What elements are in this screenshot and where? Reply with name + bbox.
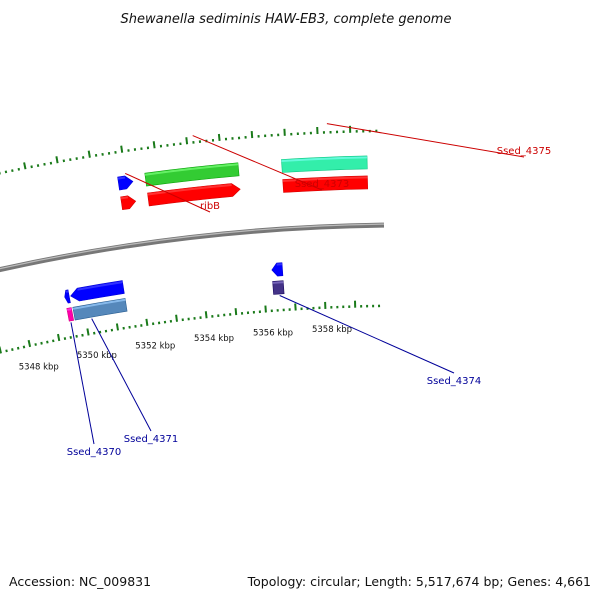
Ssed_4373-gene-highlight xyxy=(144,163,239,176)
Ssed_4373-gene xyxy=(144,162,240,187)
Ssed_4373-cds xyxy=(147,183,241,207)
outer-tick xyxy=(87,150,91,158)
Ssed_4375-gene-highlight xyxy=(281,156,368,162)
scale-label: 5348 kbp xyxy=(19,363,59,373)
inner-tick xyxy=(57,333,61,342)
inner-tick xyxy=(175,314,178,322)
inner-tick xyxy=(75,334,78,338)
Ssed_4375-gene xyxy=(281,155,368,173)
Ssed_4371-gene xyxy=(70,280,125,302)
inner-tick xyxy=(11,348,14,351)
gene-label: Ssed_4370 xyxy=(67,447,122,458)
scale-label: 5354 kbp xyxy=(194,334,234,344)
inner-tick xyxy=(16,346,20,350)
Ssed_4374-cds-shape xyxy=(272,280,285,295)
leader-line xyxy=(279,295,455,374)
outer-tick xyxy=(250,131,254,139)
outer-tick xyxy=(49,161,53,165)
Ssed_4371-cds-highlight xyxy=(72,298,126,310)
inner-tick xyxy=(27,339,32,348)
scale-labels: 5348 kbp 5350 kbp 5352 kbp 5354 kbp 5356 kbp… xyxy=(19,325,352,373)
inner-tick xyxy=(86,328,90,336)
leader-line xyxy=(70,322,95,445)
inner-tick xyxy=(115,323,119,331)
outer-tick xyxy=(120,145,124,153)
Ssed_4370-gene-shape xyxy=(64,289,71,304)
Ssed_4370-cds-shape xyxy=(66,307,75,322)
ribB-cds xyxy=(120,195,137,211)
leader-line xyxy=(192,135,323,191)
gene-labels: ribB Ssed_4373 Ssed_4375 Ssed_4370Ssed_4371… xyxy=(67,123,552,458)
outer-tick xyxy=(152,141,156,149)
outer-tick xyxy=(36,164,40,167)
inner-tick xyxy=(69,336,72,339)
outer-tick xyxy=(11,169,14,173)
scale-label: 5350 kbp xyxy=(77,351,117,361)
inner-tick xyxy=(5,349,8,353)
Ssed_4370-cds-highlight xyxy=(66,308,72,311)
outer-tick xyxy=(185,137,189,145)
Ssed_4375-cds-highlight xyxy=(282,176,368,182)
backbone xyxy=(0,222,385,273)
inner-tick xyxy=(93,331,96,335)
Ssed_4371-gene-highlight xyxy=(77,281,123,291)
Ssed_4371-cds xyxy=(72,298,128,321)
ribB-cds-shape xyxy=(120,195,137,211)
inner-tick xyxy=(52,339,55,343)
ribB-cds-highlight xyxy=(120,196,129,200)
backbone-highlight xyxy=(0,223,385,270)
Ssed_4371-gene-shape xyxy=(70,280,125,302)
ribB-gene-shape xyxy=(117,175,134,191)
outer-tick xyxy=(23,162,27,170)
scale-label: 5352 kbp xyxy=(135,342,175,352)
inner-tick xyxy=(0,346,2,354)
Ssed_4374-gene xyxy=(271,262,284,277)
outer-tick xyxy=(217,133,221,142)
outer-tick xyxy=(55,156,59,164)
ribB-gene-highlight xyxy=(117,176,126,180)
Ssed_4373-cds-highlight xyxy=(147,184,232,196)
inner-tick xyxy=(22,345,26,349)
gene-label: Ssed_4371 xyxy=(124,434,179,445)
inner-tick xyxy=(294,303,297,311)
inner-tick xyxy=(63,337,67,340)
inner-tick xyxy=(40,341,43,345)
backbone-line xyxy=(0,222,385,273)
inner-tick xyxy=(204,311,208,319)
gene-label: Ssed_4374 xyxy=(427,376,482,387)
Ssed_4370-cds xyxy=(66,307,75,322)
leader-line xyxy=(124,172,211,213)
gene-label: Ssed_4373 xyxy=(295,179,350,190)
leader-line xyxy=(326,123,525,158)
outer-tick xyxy=(30,165,33,169)
inner-tick xyxy=(234,308,238,316)
outer-tick xyxy=(62,159,66,163)
outer-tick xyxy=(4,170,8,174)
inner-tick xyxy=(145,318,149,326)
Ssed_4370-gene xyxy=(64,289,71,304)
Ssed_4373-cds-shape xyxy=(147,183,241,207)
inner-tick xyxy=(46,340,49,344)
tick-marks xyxy=(0,125,381,354)
scale-label: 5356 kbp xyxy=(253,329,293,339)
gene-label: Ssed_4375 xyxy=(497,146,552,157)
ribB-gene xyxy=(117,175,134,191)
Ssed_4375-cds xyxy=(282,175,369,193)
Ssed_4373-gene-shape xyxy=(144,162,240,187)
inner-tick xyxy=(34,343,37,346)
scale-label: 5358 kbp xyxy=(312,325,352,335)
accession-text: Accession: NC_009831 xyxy=(9,574,151,589)
inner-tick xyxy=(264,305,267,313)
gene-label: ribB xyxy=(200,201,220,212)
Ssed_4374-cds xyxy=(272,280,285,295)
leader-line xyxy=(91,318,152,432)
Ssed_4374-cds-highlight xyxy=(272,281,284,284)
Ssed_4371-cds-shape xyxy=(72,298,128,321)
gene-features xyxy=(64,155,369,322)
genome-summary-text: Topology: circular; Length: 5,517,674 bp… xyxy=(247,574,591,589)
Ssed_4374-gene-shape xyxy=(271,262,284,277)
map-title: Shewanella sediminis HAW-EB3, complete g… xyxy=(121,12,452,27)
